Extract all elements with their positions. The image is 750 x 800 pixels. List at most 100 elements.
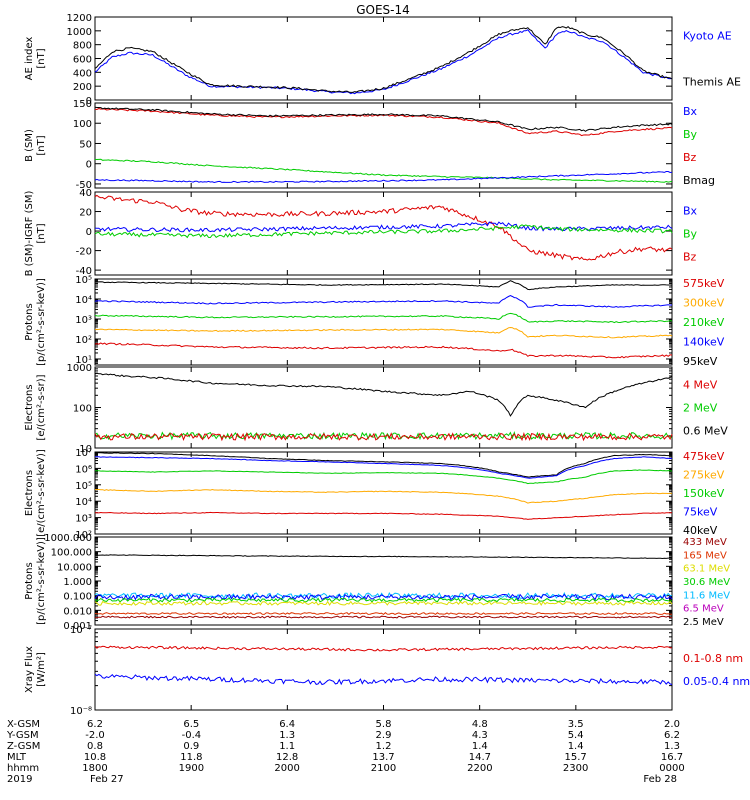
y-tick-label: 1.000: [63, 577, 92, 588]
y-tick-label: 1000: [67, 363, 92, 374]
legend-entry: 165 MeV: [683, 550, 727, 561]
x-axis-value: -2.0: [85, 730, 105, 741]
y-tick-label: 10⁴: [75, 497, 92, 508]
y-tick-label: -20: [76, 247, 92, 258]
y-tick-label: 10⁵: [75, 481, 92, 492]
x-axis-labels: X-GSMY-GSMZ-GSMMLThhmm20196.2-2.00.810.8…: [6, 719, 685, 785]
panel-bigrf: -40 -20 0 20 40 B (SM)-IGRF (SM) [nT] Bx By Bz: [24, 188, 698, 277]
series-line-6-5-mev: [94, 593, 673, 601]
panel-frame: [94, 628, 673, 711]
legend-entry: 210keV: [683, 316, 725, 329]
x-axis-value: 2100: [371, 763, 396, 774]
y-tick-label: 600: [73, 55, 92, 66]
legend-entry: 300keV: [683, 297, 725, 310]
y-tick-label: 10⁵: [75, 275, 92, 286]
legend-entry: 150keV: [683, 487, 725, 500]
x-axis-value: 1.1: [279, 741, 295, 752]
y-tick-label: 150: [73, 99, 92, 110]
series-line-475kev: [94, 511, 673, 520]
series-line-140kev: [94, 294, 673, 308]
panel-frame: [94, 451, 673, 535]
y-tick-label: 10²: [75, 530, 92, 541]
x-axis-value: Feb 27: [90, 774, 124, 785]
x-axis-row-label: hhmm: [7, 763, 39, 774]
x-axis-value: 6.5: [183, 719, 199, 730]
legend-entry: 75keV: [683, 506, 718, 519]
series-line-bmag: [94, 106, 673, 132]
x-axis-value: 1900: [179, 763, 204, 774]
panel-ae: 0 200 400 600 800 1000 1200 AE index [nT] Kyoto A…: [24, 13, 741, 107]
legend-entry: 275keV: [683, 469, 725, 482]
y-axis-label: Protons: [24, 303, 35, 340]
legend-entry: 30.6 MeV: [683, 577, 730, 588]
y-tick-label: 0.100: [63, 592, 92, 603]
legend-entry: 40keV: [683, 524, 718, 537]
legend-entry: 575keV: [683, 277, 725, 290]
y-tick-label: 0: [86, 227, 92, 238]
x-axis-value: 12.8: [276, 752, 298, 763]
panel-protons1: 10¹ 10² 10³ 10⁴ 10⁵ Protons [p/(cm²-s-sr-keV)]…: [24, 275, 725, 368]
series-line-4-mev: [94, 431, 673, 442]
x-axis-value: 4.8: [472, 719, 488, 730]
legend-entry: 0.1-0.8 nm: [683, 652, 743, 665]
series-line-0-05-0-4-nm: [94, 673, 673, 686]
legend-entry: Bx: [683, 205, 698, 218]
series-line-30-6-mev: [94, 597, 673, 603]
y-tick-label: 400: [73, 68, 92, 79]
y-axis-label: [W/m²]: [36, 652, 47, 687]
y-tick-label: 200: [73, 82, 92, 93]
y-axis-label: Xray Flux: [24, 646, 35, 693]
panel-frame: [94, 536, 673, 626]
series-line-433-mev: [94, 615, 673, 619]
x-axis-row-label: MLT: [7, 752, 27, 763]
panel-electrons1: 10 100 1000 Electrons [e/(cm²-s-sr)] 4 MeV 2 M…: [24, 363, 728, 455]
y-tick-label: -40: [76, 266, 92, 277]
legend-entry: Bmag: [683, 174, 715, 187]
y-tick-label: 10: [79, 444, 92, 455]
x-axis-value: 6.2: [664, 730, 680, 741]
legend-entry: 6.5 MeV: [683, 604, 724, 615]
panel-protons2: 0.001 0.010 0.100 1.000 10.000 100.000 1000.00…: [24, 533, 730, 632]
x-axis-value: 2.9: [376, 730, 392, 741]
x-axis-value: 5.4: [568, 730, 584, 741]
x-axis-value: 2.0: [664, 719, 680, 730]
legend-entry: 0.05-0.4 nm: [683, 675, 750, 688]
x-axis-value: 15.7: [565, 752, 587, 763]
legend-entry: 11.6 MeV: [683, 590, 730, 601]
y-tick-label: 10⁴: [75, 295, 92, 306]
x-axis-row-label: X-GSM: [7, 719, 40, 730]
legend-entry: Bz: [683, 151, 697, 164]
series-line-themis-ae: [94, 25, 673, 93]
legend-entry: By: [683, 228, 698, 241]
series-line-575kev: [94, 342, 673, 359]
series-line-210kev: [94, 312, 673, 324]
y-tick-label: 10⁻⁸: [70, 706, 92, 717]
y-tick-label: 0: [86, 160, 92, 171]
legend-entry: 475keV: [683, 450, 725, 463]
x-axis-row-label: Y-GSM: [6, 730, 39, 741]
x-axis-value: 10.8: [84, 752, 106, 763]
y-tick-label: 10¹: [75, 355, 92, 366]
y-axis-label: [nT]: [36, 135, 47, 155]
y-axis-label: B (SM)-IGRF (SM): [24, 191, 35, 277]
x-axis-value: 1.4: [568, 741, 584, 752]
y-axis-label: [p/(cm²-s-sr-keV)]: [36, 278, 47, 366]
series-line-bz: [94, 194, 673, 261]
series-line-95kev: [94, 280, 673, 291]
series-line-40kev: [94, 452, 672, 478]
y-axis-label: Electrons: [24, 470, 35, 516]
y-tick-label: 20: [79, 208, 92, 219]
x-axis-value: 1.3: [664, 741, 680, 752]
y-tick-label: 10⁶: [75, 464, 92, 475]
series-line-kyoto-ae: [94, 29, 673, 95]
y-tick-label: 0: [86, 96, 92, 107]
panel-xray: 10⁻⁸ 10⁻⁷ Xray Flux [W/m²] 0.1-0.8 nm 0.05-0.…: [24, 625, 750, 717]
x-axis-value: 0000: [659, 763, 684, 774]
y-tick-label: 1000: [67, 27, 92, 38]
x-axis-value: 4.3: [472, 730, 488, 741]
y-tick-label: 40: [79, 188, 92, 199]
series-line-by: [94, 158, 673, 183]
y-tick-label: 10²: [75, 335, 92, 346]
y-tick-label: 50: [79, 139, 92, 150]
series-line-by: [94, 224, 673, 239]
